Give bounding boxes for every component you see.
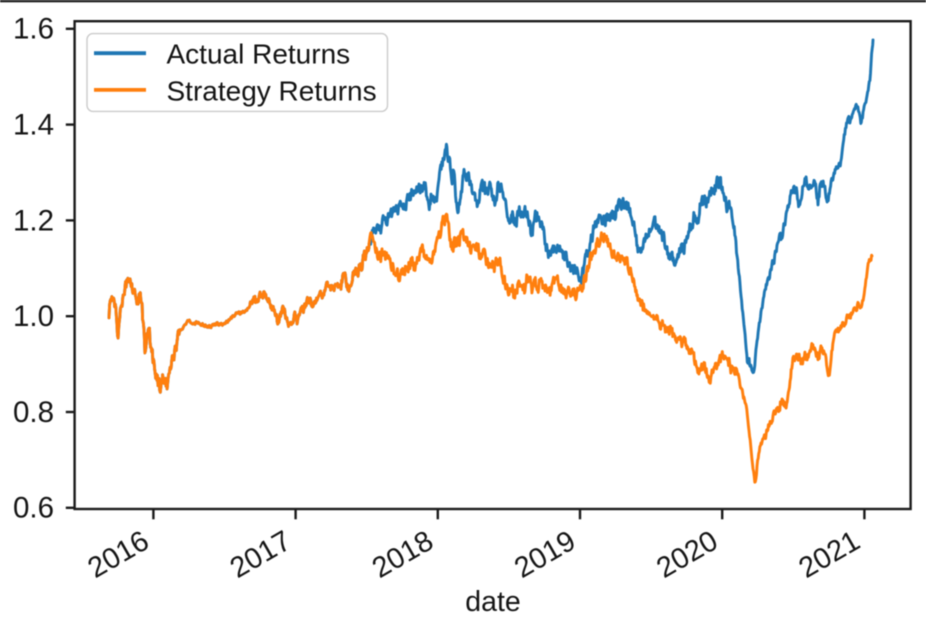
svg-text:1.0: 1.0 (13, 300, 54, 333)
svg-text:2016: 2016 (83, 525, 155, 585)
svg-text:1.6: 1.6 (13, 13, 54, 46)
svg-text:date: date (465, 586, 520, 618)
svg-text:1.4: 1.4 (13, 109, 54, 142)
svg-text:0.8: 0.8 (13, 396, 54, 429)
svg-text:2021: 2021 (794, 525, 866, 585)
svg-text:Strategy Returns: Strategy Returns (167, 75, 377, 106)
svg-text:2017: 2017 (225, 525, 297, 585)
svg-text:2019: 2019 (509, 525, 581, 585)
svg-text:2018: 2018 (367, 525, 439, 585)
svg-text:0.6: 0.6 (13, 492, 54, 525)
svg-text:2020: 2020 (651, 525, 723, 585)
svg-text:Actual Returns: Actual Returns (167, 39, 351, 70)
svg-text:1.2: 1.2 (13, 204, 54, 237)
